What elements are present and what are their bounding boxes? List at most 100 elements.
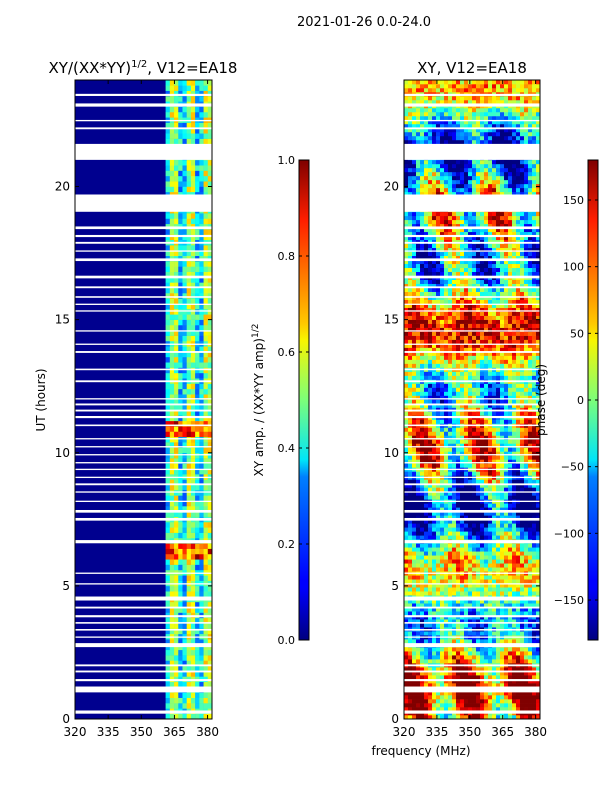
phase-cell — [408, 527, 413, 532]
phase-cell — [412, 615, 417, 620]
phase-cell — [496, 699, 501, 704]
phase-cell — [488, 707, 493, 712]
phase-cell — [496, 515, 501, 520]
phase-cell — [460, 507, 465, 512]
amplitude-cell — [174, 426, 179, 432]
phase-cell — [440, 471, 445, 476]
phase-cell — [472, 383, 477, 388]
phase-cell — [444, 695, 449, 700]
phase-cell — [504, 395, 509, 400]
phase-cell — [480, 419, 485, 424]
phase-cell — [492, 319, 497, 324]
phase-cell — [500, 411, 505, 416]
flagged-gap — [75, 509, 212, 513]
phase-cell — [432, 671, 437, 676]
amplitude-cell — [195, 362, 200, 368]
phase-cell — [508, 411, 513, 416]
phase-cell — [520, 351, 525, 356]
phase-cell — [420, 387, 425, 392]
phase-cell — [412, 431, 417, 436]
phase-cell — [468, 303, 473, 308]
amplitude-cell — [165, 330, 171, 336]
amplitude-cell — [178, 623, 183, 629]
amplitude-cell — [165, 356, 171, 363]
amplitude-cell — [169, 553, 175, 560]
amplitude-cell — [195, 671, 200, 677]
phase-cell — [468, 487, 473, 492]
amplitude-cell — [174, 511, 179, 517]
amplitude-cell — [186, 138, 192, 145]
phase-cell — [472, 511, 477, 516]
amplitude-cell — [195, 127, 200, 134]
amplitude-cell — [174, 127, 179, 134]
amplitude-cell — [182, 133, 187, 139]
phase-cell — [456, 487, 461, 492]
phase-cell — [436, 519, 441, 524]
phase-cell — [428, 303, 433, 308]
phase-cell — [508, 503, 513, 508]
phase-cell — [520, 371, 525, 376]
phase-cell — [528, 519, 533, 524]
phase-cell — [532, 439, 537, 444]
phase-cell — [528, 683, 533, 688]
phase-cell — [416, 707, 421, 712]
phase-cell — [412, 683, 417, 688]
phase-cell — [440, 699, 445, 704]
amplitude-cell — [199, 127, 204, 134]
amplitude-cell — [174, 410, 179, 416]
phase-cell — [532, 375, 537, 380]
phase-cell — [520, 483, 525, 488]
phase-cell — [496, 579, 501, 584]
phase-cell — [408, 339, 413, 344]
phase-cell — [452, 359, 457, 364]
amplitude-cell — [178, 367, 183, 374]
amplitude-cell — [174, 367, 179, 374]
phase-cell — [460, 343, 465, 348]
amplitude-cell — [178, 490, 183, 496]
phase-cell — [420, 483, 425, 488]
phase-cell — [516, 603, 521, 608]
phase-cell — [444, 299, 449, 304]
amplitude-cell — [190, 506, 196, 512]
phase-cell — [408, 615, 413, 620]
amplitude-cell — [182, 484, 187, 491]
phase-cell — [468, 615, 473, 620]
phase-cell — [508, 611, 513, 616]
phase-cell — [492, 619, 497, 624]
phase-cell — [524, 611, 529, 616]
amplitude-cell — [207, 415, 213, 422]
phase-cell — [436, 315, 441, 320]
phase-cell — [436, 443, 441, 448]
amplitude-cell — [207, 277, 213, 283]
phase-cell — [420, 435, 425, 440]
phase-cell — [472, 303, 477, 308]
phase-cell — [520, 531, 525, 536]
phase-cell — [436, 659, 441, 664]
phase-cell — [404, 483, 409, 488]
phase-cell — [456, 435, 461, 440]
phase-cell — [436, 491, 441, 496]
amplitude-cell — [207, 175, 213, 182]
amplitude-cell — [178, 644, 183, 651]
amplitude-cell — [165, 308, 171, 315]
phase-cell — [408, 299, 413, 304]
phase-cell — [512, 567, 517, 572]
phase-cell — [424, 607, 429, 612]
phase-cell — [484, 299, 489, 304]
phase-cell — [504, 491, 509, 496]
phase-cell — [516, 391, 521, 396]
phase-cell — [516, 631, 521, 636]
phase-cell — [448, 303, 453, 308]
phase-cell — [428, 659, 433, 664]
amplitude-cell — [207, 319, 213, 326]
amplitude-cell — [174, 335, 179, 342]
phase-cell — [452, 363, 457, 368]
amplitude-cell — [203, 681, 209, 688]
phase-cell — [532, 503, 537, 508]
phase-cell — [536, 463, 541, 468]
phase-cell — [468, 655, 473, 660]
phase-cell — [528, 579, 533, 584]
x-tick-label: 335 — [97, 725, 120, 739]
phase-cell — [412, 691, 417, 696]
phase-cell — [444, 307, 449, 312]
